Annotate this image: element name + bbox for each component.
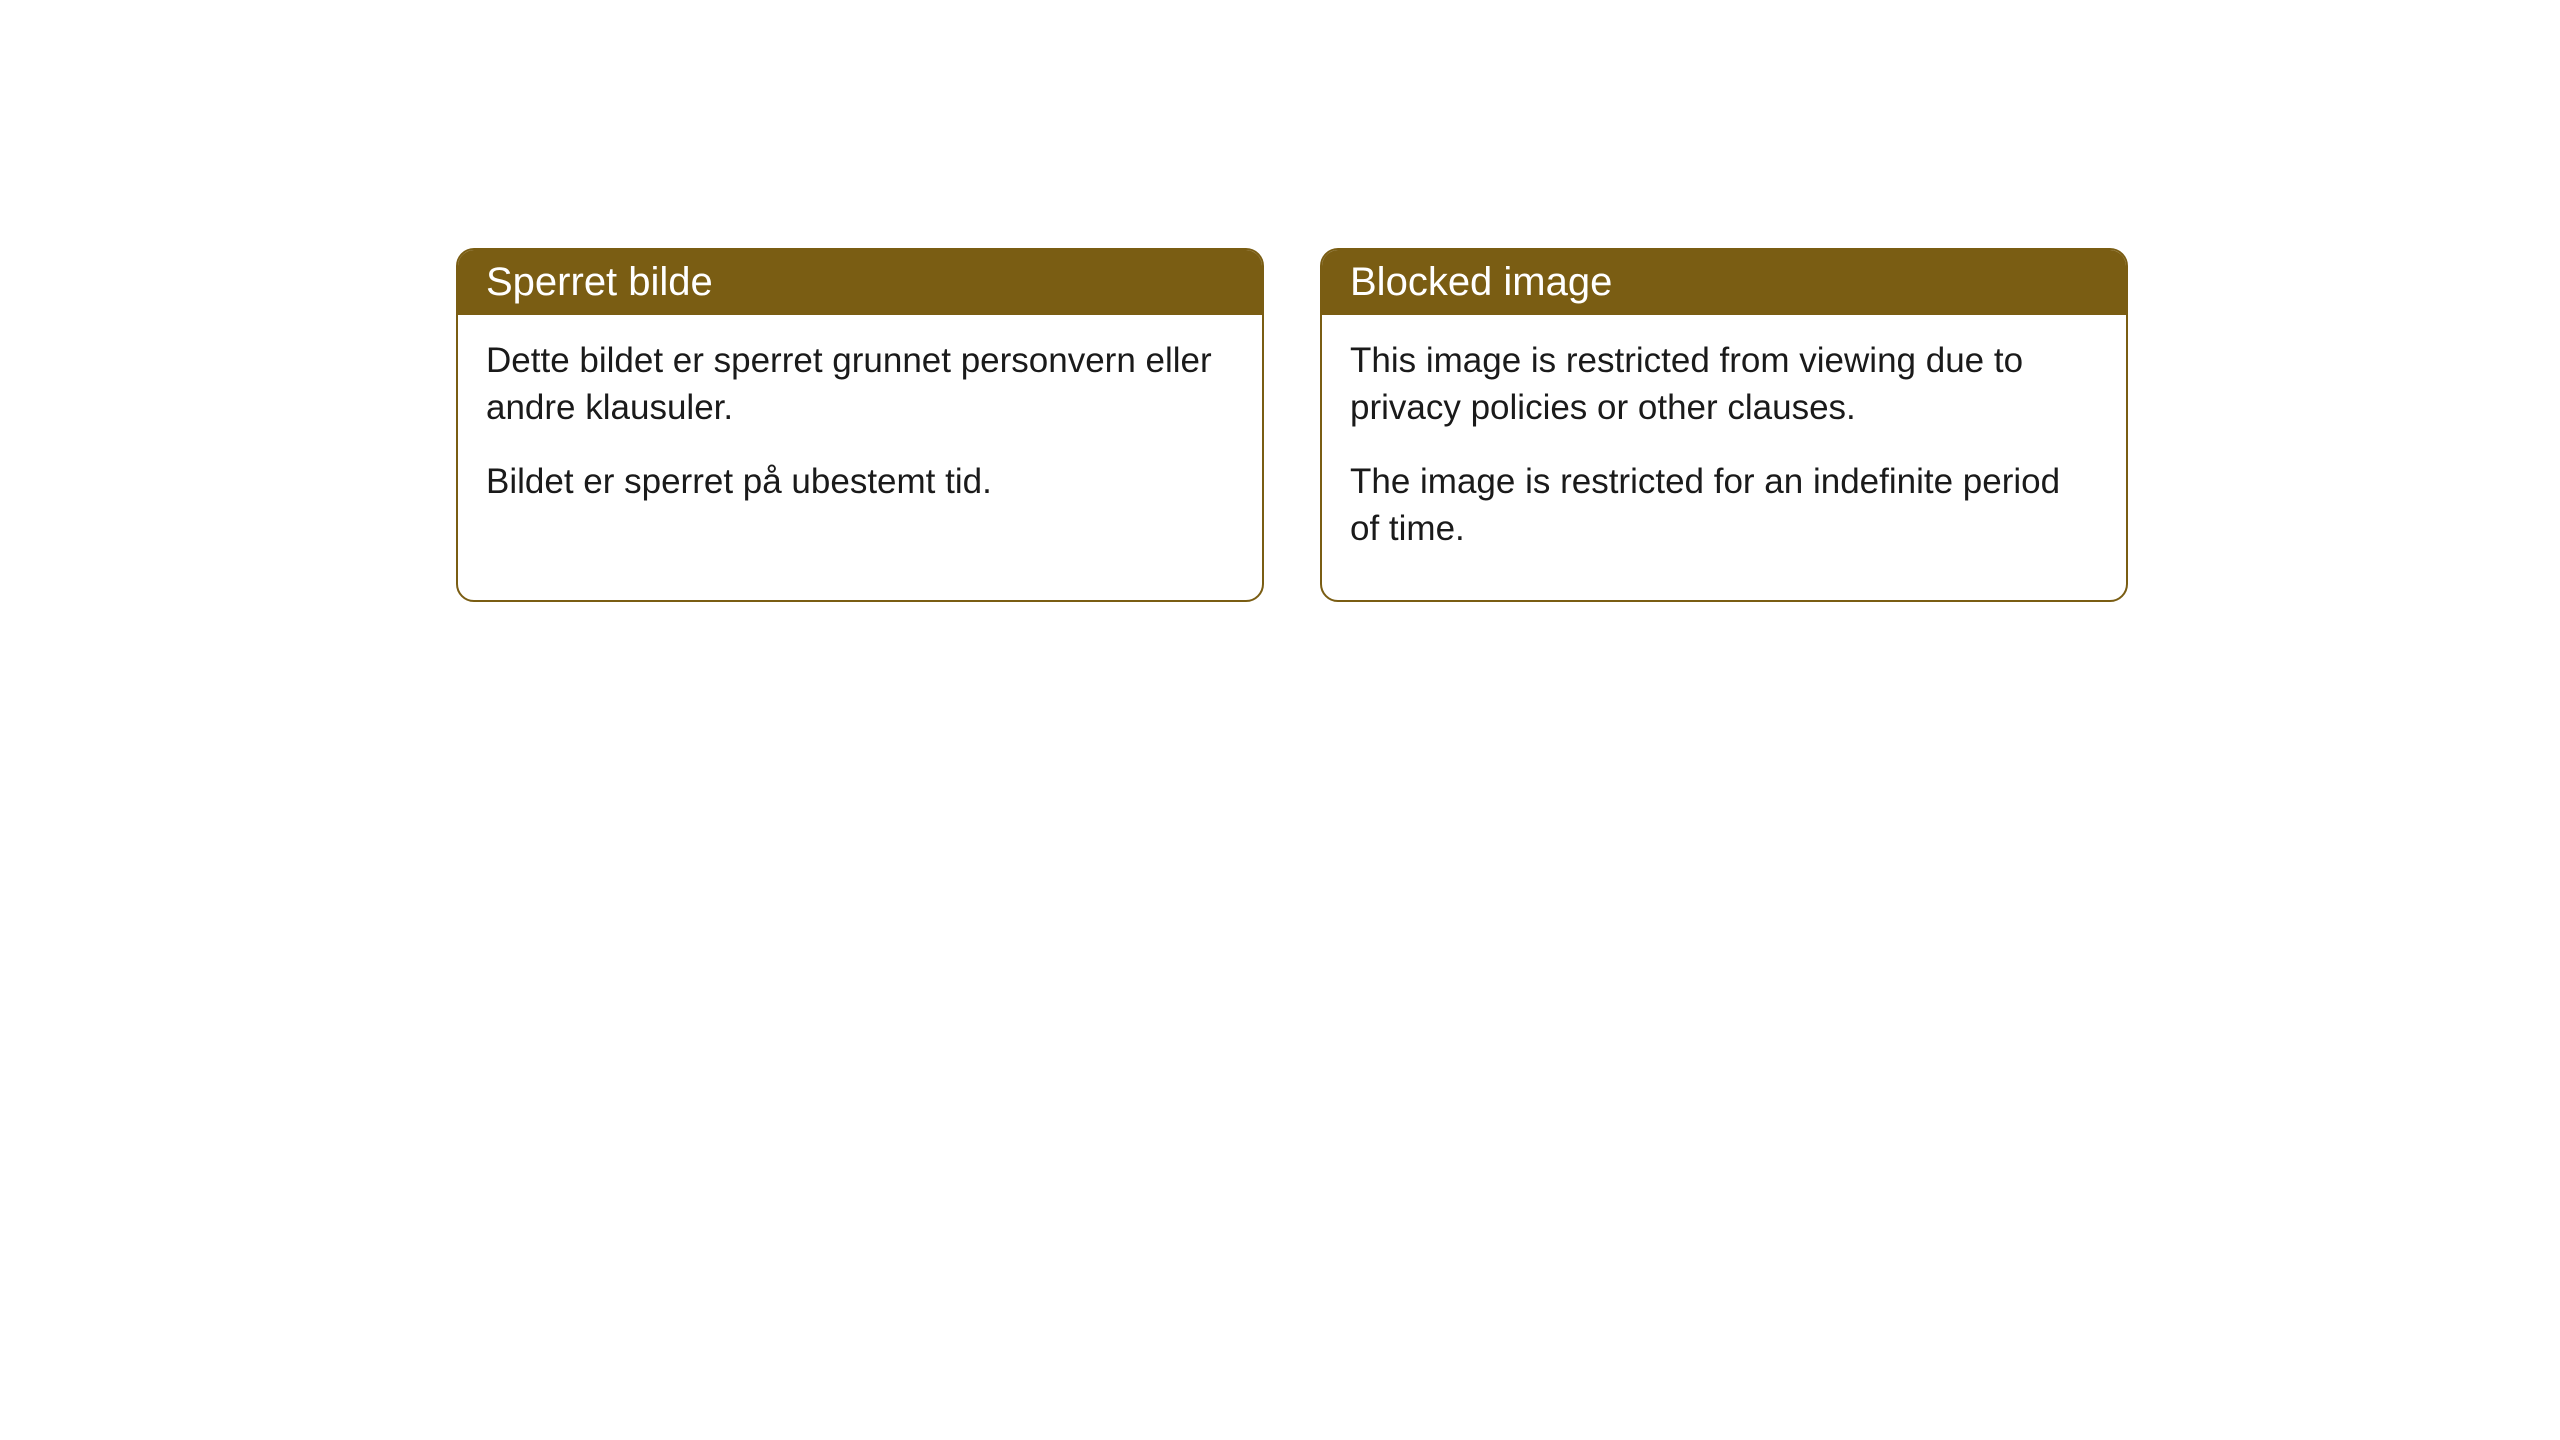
card-body-no: Dette bildet er sperret grunnet personve… — [458, 315, 1262, 553]
card-header-en: Blocked image — [1322, 250, 2126, 315]
card-title-en: Blocked image — [1350, 260, 1612, 304]
card-header-no: Sperret bilde — [458, 250, 1262, 315]
card-title-no: Sperret bilde — [486, 260, 713, 304]
card-paragraph-1-no: Dette bildet er sperret grunnet personve… — [486, 337, 1234, 432]
blocked-image-card-no: Sperret bilde Dette bildet er sperret gr… — [456, 248, 1264, 602]
card-body-en: This image is restricted from viewing du… — [1322, 315, 2126, 600]
card-paragraph-2-no: Bildet er sperret på ubestemt tid. — [486, 458, 1234, 505]
blocked-image-card-en: Blocked image This image is restricted f… — [1320, 248, 2128, 602]
card-paragraph-1-en: This image is restricted from viewing du… — [1350, 337, 2098, 432]
card-paragraph-2-en: The image is restricted for an indefinit… — [1350, 458, 2098, 553]
notice-cards-container: Sperret bilde Dette bildet er sperret gr… — [456, 248, 2128, 602]
